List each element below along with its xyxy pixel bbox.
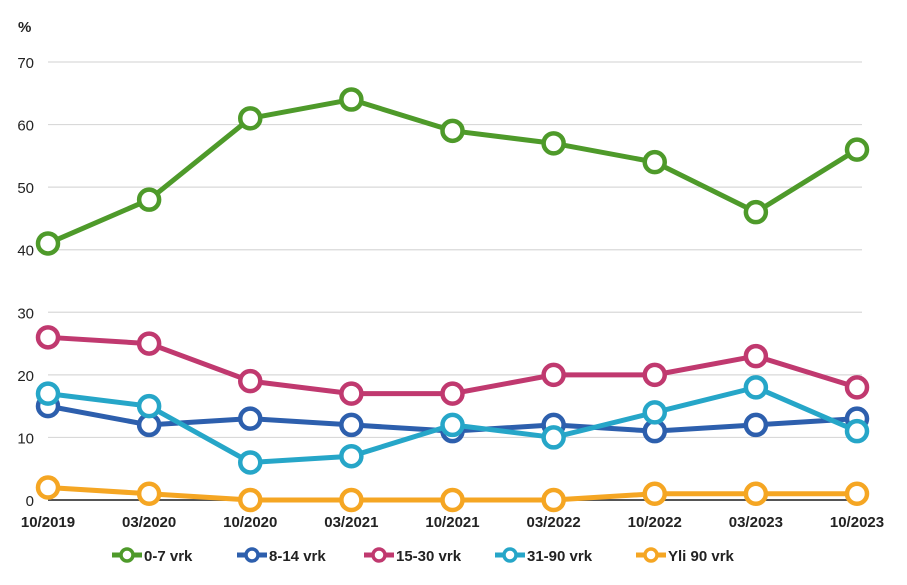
data-point	[440, 118, 465, 144]
data-point	[642, 481, 667, 506]
data-point	[642, 362, 667, 388]
x-tick-label: 03/2023	[729, 514, 783, 531]
legend-item: 15-30 vrk	[364, 547, 462, 565]
data-point	[136, 331, 162, 356]
data-point	[440, 412, 465, 438]
data-point	[642, 400, 667, 425]
data-point	[238, 106, 263, 131]
legend-marker	[244, 547, 260, 563]
series-0-7-vrk	[35, 87, 870, 256]
data-point	[35, 231, 61, 256]
y-tick-label: 40	[17, 243, 34, 260]
data-point	[238, 368, 263, 394]
data-point	[339, 87, 364, 112]
x-tick-label: 03/2020	[122, 514, 176, 531]
legend-item: 8-14 vrk	[237, 547, 326, 565]
data-point	[844, 481, 870, 506]
data-point	[844, 375, 870, 400]
data-point	[743, 343, 769, 369]
data-point	[743, 412, 769, 438]
data-point	[238, 406, 263, 431]
legend-label: 8-14 vrk	[269, 548, 326, 565]
data-point	[35, 475, 61, 500]
series-15-30-vrk	[35, 325, 870, 406]
data-point	[339, 443, 364, 469]
y-tick-label: 20	[17, 368, 34, 385]
data-point	[743, 481, 769, 506]
x-tick-label: 10/2021	[425, 514, 479, 531]
y-axis-label: %	[18, 19, 31, 36]
x-tick-label: 10/2019	[21, 514, 75, 531]
data-point	[743, 375, 769, 400]
data-point	[541, 487, 566, 513]
series-31-90-vrk	[35, 375, 870, 475]
data-point	[35, 381, 61, 406]
x-tick-label: 10/2022	[628, 514, 682, 531]
x-tick-label: 03/2022	[527, 514, 581, 531]
x-tick-label: 03/2021	[324, 514, 378, 531]
legend-item: Yli 90 vrk	[636, 547, 735, 565]
data-point	[238, 487, 263, 513]
legend-label: 15-30 vrk	[396, 548, 462, 565]
legend-marker	[371, 547, 387, 563]
data-point	[339, 487, 364, 513]
data-point	[339, 412, 364, 438]
data-point	[136, 393, 162, 419]
legend-item: 0-7 vrk	[112, 547, 193, 565]
y-tick-label: 70	[17, 55, 34, 72]
y-tick-label: 0	[26, 493, 34, 510]
data-point	[35, 325, 61, 350]
data-point	[541, 131, 566, 156]
legend-item: 31-90 vrk	[495, 547, 593, 565]
data-point	[440, 381, 465, 406]
data-point	[238, 450, 263, 475]
y-tick-label: 50	[17, 180, 34, 197]
data-point	[541, 425, 566, 450]
legend-label: 0-7 vrk	[144, 548, 193, 565]
x-tick-label: 10/2020	[223, 514, 277, 531]
legend-label: Yli 90 vrk	[668, 548, 735, 565]
x-tick-label: 10/2023	[830, 514, 884, 531]
data-point	[642, 149, 667, 175]
data-point	[743, 199, 769, 225]
y-tick-label: 10	[17, 430, 34, 447]
data-point	[844, 137, 870, 162]
legend-marker	[502, 547, 518, 563]
data-point	[136, 187, 162, 212]
series-yli-90-vrk	[35, 475, 870, 513]
data-point	[136, 481, 162, 506]
data-point	[541, 362, 566, 388]
y-tick-label: 30	[17, 305, 34, 322]
data-point	[844, 418, 870, 444]
data-point	[440, 487, 465, 513]
legend-label: 31-90 vrk	[527, 548, 593, 565]
data-point	[339, 381, 364, 406]
legend-marker	[643, 547, 659, 563]
legend-marker	[119, 547, 135, 563]
y-tick-label: 60	[17, 118, 34, 135]
